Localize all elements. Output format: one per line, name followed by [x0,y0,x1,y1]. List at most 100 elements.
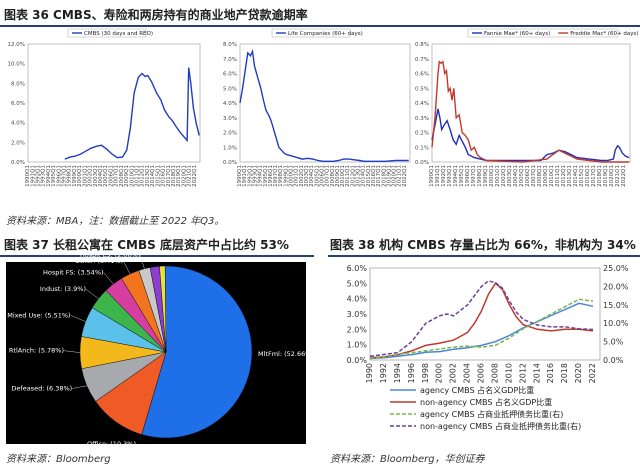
cmbs-xtick-label: 2017Q1 [166,165,172,187]
cmbs-xtick-label: 1996Q1 [56,165,62,187]
life-xtick-label: 1998Q1 [278,165,284,187]
cmbs-ytick-label: 6.0% [11,101,25,107]
share-xtick-label: 1996 [407,363,416,383]
cmbs-ytick-label: 10.0% [8,62,25,68]
gse-legend-label: Fannie Mae* (60+ days) [484,31,550,37]
fig36-header-rule [0,25,640,27]
share-xtick-label: 2004 [463,363,472,383]
gse-xtick-label: 1999Q1 [483,165,489,187]
life-ytick-label: 3.0% [223,116,237,122]
gse-xtick-label: 2010Q1 [549,165,555,187]
share-right-tick: 10.0% [603,319,629,328]
life-xtick-label: 2001Q1 [294,165,300,187]
gse-xtick-label: 2014Q1 [573,165,579,187]
life-xtick-label: 2004Q1 [309,165,315,187]
share-left-tick: 0.0% [347,356,368,365]
pie-slice [159,265,167,353]
cmbs-xtick-label: 2014Q1 [150,165,156,187]
life-xtick-label: 2013Q1 [356,165,362,187]
gse-ytick-label: 0.3% [415,116,429,122]
life-xtick-label: 1993Q1 [252,165,258,187]
gse-legend-box [467,28,619,38]
cmbs-xtick-label: 1993Q1 [41,165,47,187]
fig38-header-rule [328,255,640,257]
pie-leader-line [63,350,81,353]
gse-xtick-label: 2009Q1 [543,165,549,187]
gse-xtick-label: 1997Q1 [471,165,477,187]
share-xtick-label: 2014 [532,363,541,383]
gse-ytick-label: 0.2% [415,131,429,137]
life-xtick-label: 2012Q1 [350,165,356,187]
cmbs-xtick-label: 2010Q1 [129,165,135,187]
life-ytick-label: 2.0% [223,131,237,137]
gse-xtick-label: 2020Q1 [609,165,615,187]
share-plot-frame [369,267,601,361]
cmbs-xtick-label: 1997Q1 [62,165,68,187]
gse-xtick-label: 2002Q1 [501,165,507,187]
life-xtick-label: 2011Q1 [345,165,351,187]
cmbs-ytick-label: 8.0% [11,81,25,87]
life-xtick-label: 1991Q1 [242,165,248,187]
cmbs-xtick-label: 2022Q1 [192,165,198,187]
cmbs-xtick-label: 1998Q1 [67,165,73,187]
cmbs-xtick-label: 2002Q1 [88,165,94,187]
gse-legend-label: Freddie Mac* (60+ days) [570,31,638,37]
life-xtick-label: 2002Q1 [299,165,305,187]
share-xtick-label: 1994 [393,363,402,383]
gse-xtick-label: 2005Q1 [519,165,525,187]
life-xtick-label: 2020Q1 [392,165,398,187]
share-right-tick: 15.0% [603,301,629,310]
fig38-header: 图表 38 机构 CMBS 存量占比为 66%，非机构为 34% [330,238,636,252]
cmbs-xtick-label: 2005Q1 [103,165,109,187]
gse-xtick-label: 1990Q1 [429,165,435,187]
share-left-tick: 1.0% [347,341,368,350]
pie-slice-label: Mixed Use: (5.51%) [7,311,70,319]
fig37-header: 图表 37 长租公寓在 CMBS 底层资产中占比约 53% [4,238,289,252]
life-xtick-label: 2019Q1 [386,165,392,187]
gse-ytick-label: 0.6% [415,72,429,78]
share-right-tick: 0.0% [603,356,624,365]
share-series-line [369,282,594,359]
share-legend-label: non-agency CMBS 占名义GDP比重 [420,397,552,407]
life-xtick-label: 2021Q1 [397,165,403,187]
cmbs-xtick-label: 2012Q1 [140,165,146,187]
cmbs-plot-frame [27,43,201,163]
gse-xtick-label: 2003Q1 [507,165,513,187]
share-xtick-label: 2012 [518,363,527,383]
cmbs-xtick-label: 1999Q1 [72,165,78,187]
gse-ytick-label: 0.1% [415,145,429,151]
share-right-tick: 20.0% [603,282,629,291]
share-xtick-label: 1998 [421,363,430,383]
life-ytick-label: 5.0% [223,86,237,92]
share-xtick-label: 2000 [435,363,444,383]
pie-leader-line [103,272,114,285]
pie-leader-line [140,255,145,269]
cmbs-xtick-label: 1992Q1 [35,165,41,187]
life-xtick-label: 2016Q1 [371,165,377,187]
gse-xtick-label: 2011Q1 [555,165,561,187]
life-xtick-label: 1997Q1 [273,165,279,187]
gse-xtick-label: 2021Q1 [615,165,621,187]
life-ytick-label: 7.0% [223,57,237,63]
gse-plot-frame [431,43,631,163]
life-ytick-label: 6.0% [223,72,237,78]
share-left-tick: 5.0% [347,279,368,288]
cmbs-xtick-label: 2006Q1 [108,165,114,187]
cmbs-xtick-label: 2000Q1 [77,165,83,187]
share-legend-label: agency CMBS 占商业抵押债务比重(右) [420,409,563,419]
gse-xtick-label: 2015Q1 [579,165,585,187]
share-xtick-label: 2002 [449,363,458,383]
pie-leader-line [85,289,99,299]
life-ytick-label: 4.0% [223,101,237,107]
pie-slice-label: Office: (10.3%) [87,440,136,448]
life-ytick-label: 1.0% [223,145,237,151]
life-xtick-label: 2005Q1 [314,165,320,187]
share-xtick-label: 2010 [504,363,513,383]
gse-xtick-label: 1996Q1 [465,165,471,187]
life-xtick-label: 1999Q1 [283,165,289,187]
gse-xtick-label: 2013Q1 [567,165,573,187]
life-plot-frame [239,43,411,163]
life-xtick-label: 1990Q1 [237,165,243,187]
fig37-header-rule [0,255,314,257]
